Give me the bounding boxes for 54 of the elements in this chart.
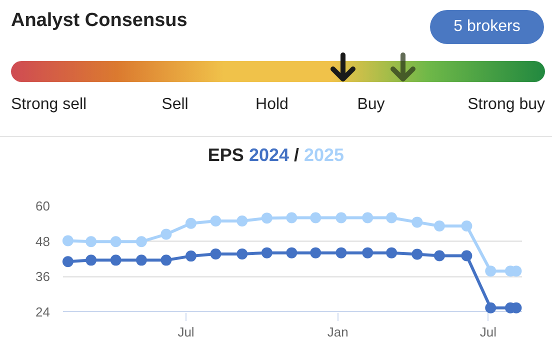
text: 2025 xyxy=(304,145,344,165)
category-label: Sell xyxy=(162,96,188,114)
point xyxy=(236,248,248,260)
point xyxy=(210,216,222,227)
point xyxy=(412,216,423,228)
point xyxy=(261,247,272,258)
point xyxy=(362,247,374,258)
text: Analyst Consensus xyxy=(11,10,188,32)
point xyxy=(236,216,248,227)
point xyxy=(110,236,122,248)
point xyxy=(412,248,423,260)
point xyxy=(362,212,374,224)
category-label: Strong sell xyxy=(11,96,87,114)
point xyxy=(110,254,122,266)
point xyxy=(62,235,74,246)
chart-title: EPS xyxy=(208,145,244,165)
text: 5 brokers xyxy=(430,10,544,44)
y-tick-label: 36 xyxy=(36,269,50,284)
y-tick-label: 48 xyxy=(36,234,50,249)
x-tick-label: Jul xyxy=(178,324,194,340)
point xyxy=(160,254,172,266)
point xyxy=(310,212,322,224)
point xyxy=(86,236,97,248)
x-tick-label: Jul xyxy=(480,324,497,340)
point xyxy=(386,212,398,224)
point xyxy=(461,250,472,262)
point xyxy=(185,250,196,262)
point xyxy=(461,220,472,232)
point xyxy=(485,302,496,314)
text: / xyxy=(294,145,300,165)
point xyxy=(136,236,147,248)
point xyxy=(336,247,347,258)
point xyxy=(160,228,172,240)
y-tick-label: 60 xyxy=(36,198,50,214)
point xyxy=(136,254,147,266)
point xyxy=(485,266,496,277)
category-label: Hold xyxy=(256,96,288,114)
text: 2024 xyxy=(248,145,290,165)
point xyxy=(62,256,74,268)
y-tick-label: 24 xyxy=(36,304,50,320)
point xyxy=(434,250,445,262)
point xyxy=(210,248,222,260)
category-label: Buy xyxy=(357,96,385,114)
point xyxy=(261,212,272,224)
point xyxy=(286,247,298,258)
point xyxy=(185,218,196,229)
point xyxy=(86,254,97,266)
point xyxy=(434,220,445,232)
point xyxy=(286,212,298,224)
category-label: Strong buy xyxy=(468,96,545,114)
point xyxy=(386,247,398,258)
point xyxy=(310,247,322,258)
x-tick-label: Jan xyxy=(327,324,348,340)
point xyxy=(336,212,347,224)
